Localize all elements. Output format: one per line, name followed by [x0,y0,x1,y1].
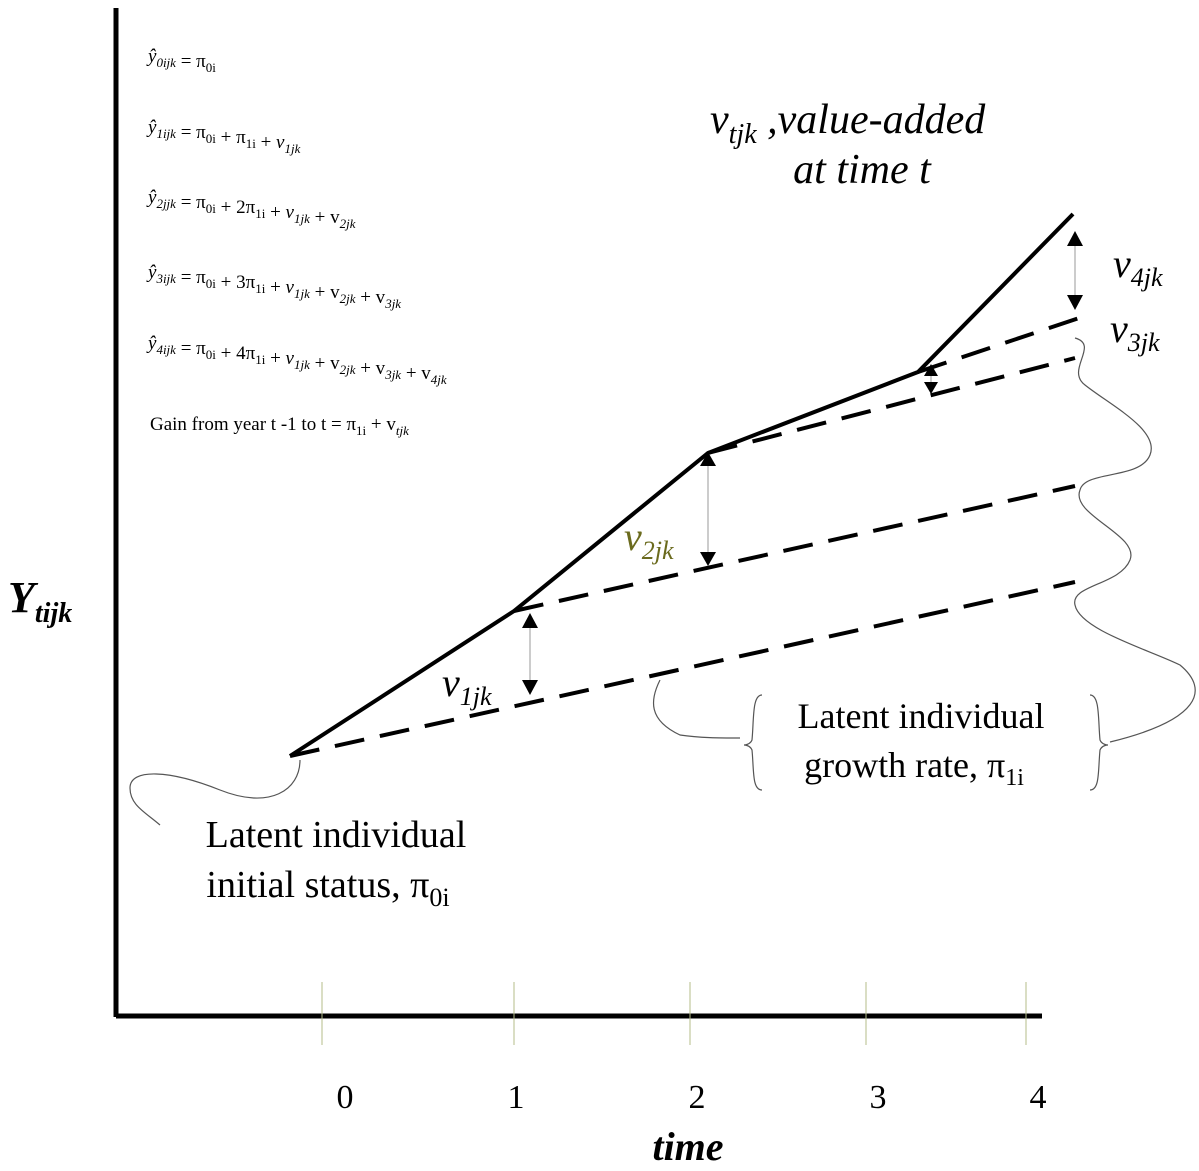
v3-label: v3jk [1110,306,1160,357]
v2-label: v2jk [624,514,674,565]
growth-line-base [289,580,1076,758]
arrow-v3-bottom-icon [924,382,938,394]
growth-line-3 [917,314,1086,374]
v4-label: v4jk [1113,241,1163,292]
x-tick-label-3: 3 [870,1079,887,1116]
equation-4: ŷ4ijk = π0i + 4π1i + v1jk + v2jk + v3jk … [146,333,447,387]
growth-box-right-brace [1089,694,1109,791]
value-added-heading: vtjk ,value-added [710,97,986,150]
brace-initial-status [129,759,301,826]
arrow-v4-bottom-icon [1067,295,1083,310]
arrow-v2-bottom-icon [700,552,716,566]
growth-rate-label-line1: Latent individual [798,696,1045,736]
growth-lines [289,314,1086,758]
y-axis-title: Ytijk [8,573,72,629]
x-tick-label-4: 4 [1030,1079,1047,1116]
equation-1: ŷ1ijk = π0i + π1i + v1jk [146,117,301,156]
brace-connectors [129,337,1196,826]
growth-line-2 [707,356,1076,455]
v1-label: v1jk [442,660,492,711]
arrow-v3-top-icon [924,364,938,376]
x-axis-title: time [652,1124,723,1169]
observed-trajectory [288,212,1075,758]
initial-status-label-line2: initial status, π0i [206,864,449,912]
x-tick-label-1: 1 [508,1079,525,1116]
x-tick-marks [321,982,1027,1045]
value-added-arrows [522,231,1083,695]
brace-right-wavy [1074,337,1196,743]
growth-rate-label-line2: growth rate, π1i [804,745,1024,791]
x-tick-label-2: 2 [689,1079,706,1116]
arrow-v2-top-icon [700,452,716,466]
brace-growth-left [653,679,741,739]
gain-equation: Gain from year t -1 to t = π1i + vtjk [150,414,409,438]
x-tick-label-0: 0 [337,1079,354,1116]
equation-0: ŷ0ijk = π0i [146,46,216,75]
equation-list: ŷ0ijk = π0i ŷ1ijk = π0i + π1i + v1jk ŷ2jjk… [146,46,447,387]
arrow-v1-bottom-icon [522,680,538,695]
arrow-v1-top-icon [522,613,538,628]
initial-status-label-line1: Latent individual [206,814,467,856]
equation-3: ŷ3ijk = π0i + 3π1i + v1jk + v2jk + v3jk [146,262,401,311]
equation-2: ŷ2jjk = π0i + 2π1i + v1jk + v2jk [146,187,356,231]
arrow-v4-top-icon [1067,231,1083,246]
growth-line-1 [513,484,1076,613]
growth-box-left-brace [743,694,763,791]
value-added-subheading: at time t [793,147,932,193]
